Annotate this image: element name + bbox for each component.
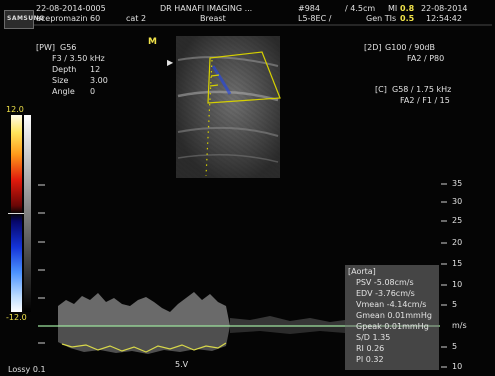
auto-trace-line	[61, 342, 227, 353]
left-scale-ticks	[38, 184, 45, 344]
velocity-label: 20	[452, 238, 463, 247]
right-scale-ticks	[441, 183, 447, 368]
scale-mark: 5.V	[175, 360, 189, 369]
mi-value: 0.8	[400, 4, 415, 13]
samsung-logo: SAMSUNG	[4, 10, 44, 29]
velocity-label: 30	[452, 197, 463, 206]
measurement-panel-bg	[345, 265, 439, 370]
velocity-label: 5	[452, 342, 458, 351]
mode-2d-line2: FA2 / P80	[407, 54, 445, 63]
image-number: #984	[298, 4, 320, 13]
mi-label: MI	[388, 4, 398, 13]
pw-size-value: 3.00	[90, 76, 108, 85]
exam-id: 22-08-2014-0005	[36, 4, 106, 13]
pw-depth-value: 12	[90, 65, 101, 74]
velocity-label: 10	[452, 362, 463, 371]
spectrum-lower-band	[58, 326, 230, 354]
tissue-layer	[177, 90, 279, 102]
tissue-layer	[177, 154, 279, 163]
pw-title: [PW]	[36, 43, 55, 52]
measurement-vmean: Vmean -4.14cm/s	[356, 300, 427, 309]
exam-time: 12:54:42	[426, 14, 462, 23]
pw-size-label: Size	[52, 76, 69, 85]
tis-value: 0.5	[400, 14, 415, 23]
pw-gain: G56	[60, 43, 77, 52]
mode-2d-line1: G100 / 90dB	[385, 43, 435, 52]
velocity-unit-label: m/s	[452, 321, 467, 330]
mode-color-line1: G58 / 1.75 kHz	[392, 85, 452, 94]
exam-date: 22-08-2014	[421, 4, 468, 13]
measurement-psv: PSV -5.08cm/s	[356, 278, 414, 287]
category-label: cat 2	[126, 14, 147, 23]
grayscale-bar	[24, 115, 31, 312]
color-scale-min: -12.0	[6, 313, 27, 322]
measurement-ri: RI 0.26	[356, 344, 385, 353]
logo-text: SAMSUNG	[7, 15, 45, 22]
measurement-gpeak: Gpeak 0.01mmHg	[356, 322, 429, 331]
measurement-pi: PI 0.32	[356, 355, 384, 364]
vessel-flow	[211, 65, 232, 95]
color-roi-box	[207, 51, 281, 104]
mode-color-title: [C]	[375, 85, 387, 94]
institution-name: DR HANAFI IMAGING ...	[160, 4, 253, 13]
color-scale-max: 12.0	[6, 105, 24, 114]
measurement-sd: S/D 1.35	[356, 333, 391, 342]
pw-angle-label: Angle	[52, 87, 75, 96]
pw-depth-label: Depth	[52, 65, 77, 74]
velocity-label: 5	[452, 300, 458, 309]
pw-angle-value: 0	[90, 87, 96, 96]
probe-marker: M	[148, 37, 157, 47]
velocity-label: 15	[452, 259, 463, 268]
doppler-spectrum	[58, 292, 345, 354]
bmode-texture	[177, 56, 279, 163]
spectrum-noise	[230, 326, 345, 334]
tis-label: Gen TIs	[366, 14, 397, 23]
color-bar-zero-line	[8, 213, 25, 214]
probe-name: L5-8EC /	[298, 14, 332, 23]
lossy-label: Lossy 0.1	[8, 365, 46, 374]
pw-frequency: F3 / 3.50 kHz	[52, 54, 105, 63]
sample-gate	[209, 84, 219, 87]
measurement-title: [Aorta]	[348, 267, 376, 276]
mode-2d-title: [2D]	[364, 43, 382, 52]
mode-color-line2: FA2 / F1 / 15	[400, 96, 450, 105]
tissue-layer	[177, 126, 279, 137]
measurement-gmean: Gmean 0.01mmHg	[356, 311, 432, 320]
sedation-label: acepromazin 60	[36, 14, 101, 23]
velocity-label: 35	[452, 179, 463, 188]
velocity-label: 10	[452, 280, 463, 289]
sample-gate	[210, 74, 220, 77]
exam-type: Breast	[200, 14, 226, 23]
spectrum-upper-band	[58, 292, 230, 326]
orientation-arrow-icon: ▶	[167, 58, 174, 67]
velocity-label: 25	[452, 216, 463, 225]
spectrum-noise	[230, 316, 345, 326]
tissue-layer	[177, 56, 279, 67]
measurement-edv: EDV -3.76cm/s	[356, 289, 415, 298]
depth-readout: / 4.5cm	[345, 4, 376, 13]
